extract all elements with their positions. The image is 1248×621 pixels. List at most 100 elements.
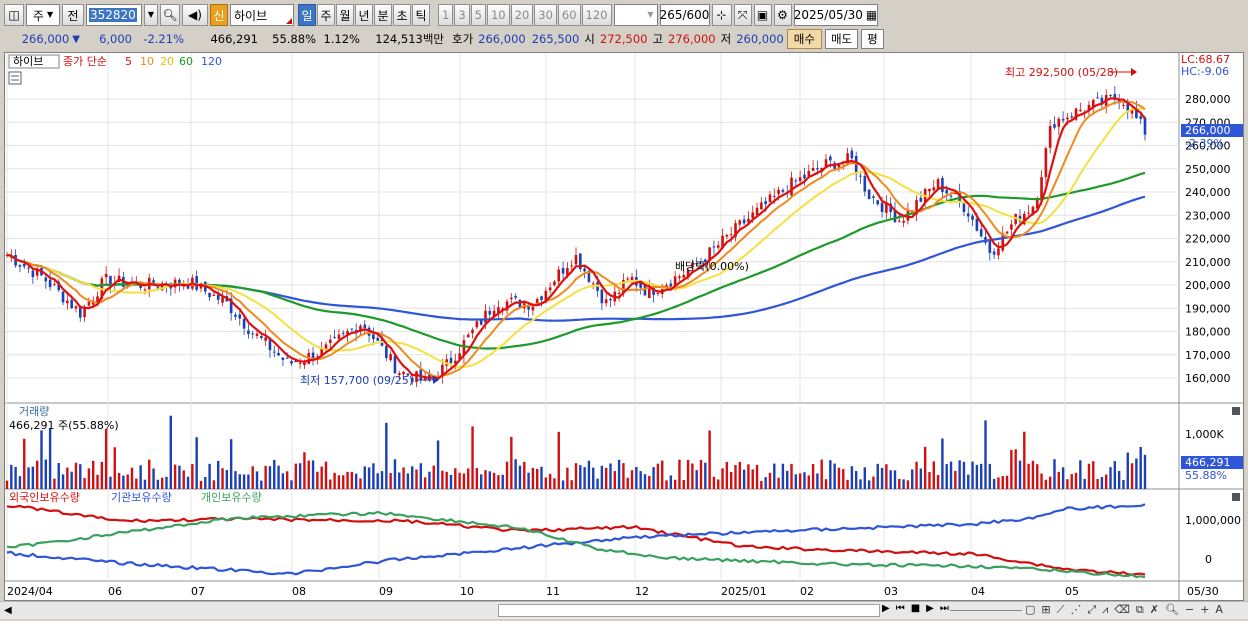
font-size-icon[interactable]: A — [1215, 603, 1223, 616]
candle-body — [441, 364, 444, 377]
search-button[interactable]: 🔍︎ — [160, 4, 180, 26]
trend-tool-icon[interactable]: ⟋ — [1056, 603, 1065, 616]
step-back-icon[interactable]: ⏮ — [895, 603, 905, 614]
cross-tool-icon[interactable]: ⊞ — [1041, 603, 1051, 616]
volume-bar — [488, 471, 491, 489]
volume-bar — [1105, 474, 1108, 489]
period-button[interactable]: 주 — [317, 4, 335, 26]
volume-bar — [518, 465, 522, 489]
zoom-in-icon[interactable]: + — [1200, 603, 1210, 616]
interval-button[interactable]: 30 — [534, 4, 557, 26]
volume-bar — [393, 459, 397, 489]
zoom-slider[interactable] — [950, 610, 1022, 611]
interval-button[interactable]: 3 — [454, 4, 470, 26]
scroll-thumb[interactable] — [498, 604, 880, 617]
interval-button[interactable]: 120 — [581, 4, 612, 26]
code-dropdown-button[interactable]: ▼ — [144, 4, 158, 26]
volume-bar — [889, 470, 892, 489]
scrollbar[interactable]: ◀ ▶ ⏮ ■ ▶ ⏭ ▢ ⊞ ⟋ ⋰ ⤢ ⩘ ⌫ ⧉ ✗ 🔍︎ − + A — [0, 601, 1248, 619]
chart-canvas[interactable]: 하이브 종가 단순 5 10 20 60 120 최고 292,500 (05/… — [5, 53, 1243, 600]
fibo-tool-icon[interactable]: ⋰ — [1070, 603, 1082, 616]
time-axis-label: 09 — [379, 585, 393, 598]
price-axis-label: 210,000 — [1185, 256, 1231, 269]
tools-button[interactable]: ⤧ — [733, 4, 752, 26]
erase-tool-icon[interactable]: ⌫ — [1114, 603, 1130, 616]
period-button[interactable]: 초 — [393, 4, 411, 26]
period-button[interactable]: 년 — [355, 4, 373, 26]
period-selector-label: 주 — [32, 8, 44, 23]
scroll-left-icon[interactable]: ◀ — [4, 605, 12, 616]
sell-button[interactable]: 매도 — [824, 29, 859, 49]
interval-button[interactable]: 5 — [470, 4, 486, 26]
interval-button[interactable]: 10 — [486, 4, 510, 26]
stock-name-field[interactable]: 하이브 — [230, 4, 294, 26]
zoom-out-icon[interactable]: − — [1184, 603, 1195, 616]
interval-button[interactable]: 1 — [438, 4, 454, 26]
copy-tool-icon[interactable]: ⧉ — [1135, 603, 1144, 616]
candle-body — [962, 203, 966, 212]
candle-body — [535, 299, 539, 305]
zoom-icon[interactable]: 🔍︎ — [1165, 603, 1179, 616]
text-tool-icon[interactable]: ⤢ — [1087, 603, 1097, 616]
volume-bar — [1044, 479, 1048, 489]
chart-area[interactable]: 하이브 종가 단순 5 10 20 60 120 최고 292,500 (05/… — [4, 52, 1244, 601]
fan-tool-icon[interactable]: ⩘ — [1102, 603, 1109, 616]
candle-body — [527, 306, 530, 310]
stop-icon[interactable]: ■ — [910, 603, 921, 614]
period-button[interactable]: 일 — [298, 4, 316, 26]
avg-button[interactable]: 평 — [861, 29, 884, 49]
step-forward-icon[interactable]: ⏭ — [939, 603, 949, 614]
speaker-button[interactable]: ◀) — [182, 4, 208, 26]
interval-select[interactable]: ▼ — [613, 4, 658, 26]
candle-body — [419, 369, 423, 381]
holdings-close-icon[interactable] — [1232, 493, 1240, 501]
stock-code-input[interactable]: 352820 — [86, 4, 142, 26]
count-field[interactable]: 265/600 — [659, 4, 710, 26]
save-button[interactable]: ▣ — [753, 4, 772, 26]
period-button[interactable]: 틱 — [412, 4, 430, 26]
volume-bar — [975, 464, 979, 489]
search-icon: 🔍︎ — [162, 8, 178, 22]
period-button[interactable]: 분 — [374, 4, 392, 26]
volume-bar — [445, 471, 448, 489]
view-mode-button[interactable]: 전 — [62, 4, 84, 26]
candle-body — [376, 337, 380, 341]
date-field[interactable]: 2025/05/30 ▦ — [793, 4, 878, 26]
volume-bar — [1010, 449, 1013, 489]
play-icon[interactable]: ▶ — [926, 603, 934, 614]
volume-bar — [1066, 479, 1069, 489]
candle-body — [1113, 94, 1117, 100]
volume-bar — [505, 461, 509, 489]
chart-layout-icon[interactable]: ◫ — [4, 4, 24, 26]
volume-bar — [1079, 460, 1082, 489]
period-button[interactable]: 월 — [336, 4, 354, 26]
delete-tool-icon[interactable]: ✗ — [1149, 603, 1159, 616]
crosshair-button[interactable]: ⊹ — [711, 4, 732, 26]
volume-bar — [712, 476, 716, 489]
volume-bar — [773, 463, 776, 489]
volume-bar — [971, 461, 974, 489]
candle-body — [781, 189, 785, 192]
interval-button[interactable]: 20 — [510, 4, 534, 26]
time-axis-label: 11 — [546, 585, 560, 598]
candle-body — [1005, 231, 1009, 234]
period-selector[interactable]: 주 ▼ — [26, 4, 60, 26]
volume-bar — [1061, 467, 1065, 489]
candle-body — [755, 207, 759, 216]
volume-bar — [126, 474, 129, 489]
scroll-right-icon[interactable]: ▶ — [882, 603, 890, 614]
volume-bar — [139, 465, 142, 489]
settings-button[interactable]: ⚙ — [773, 4, 792, 26]
volume-close-icon[interactable] — [1232, 407, 1240, 415]
object-tool-icon[interactable]: ▢ — [1025, 603, 1036, 616]
candle-body — [682, 274, 686, 278]
buy-button[interactable]: 매수 — [786, 29, 822, 49]
table-toggle-icon[interactable] — [8, 71, 22, 85]
volume-bar — [1126, 452, 1129, 489]
interval-button[interactable]: 60 — [557, 4, 581, 26]
volume-bar — [333, 472, 336, 489]
volume-bar — [997, 477, 1000, 489]
hc-label: HC:-9.06 — [1181, 65, 1229, 78]
volume-bar — [156, 479, 160, 489]
volume-bar — [734, 465, 737, 489]
